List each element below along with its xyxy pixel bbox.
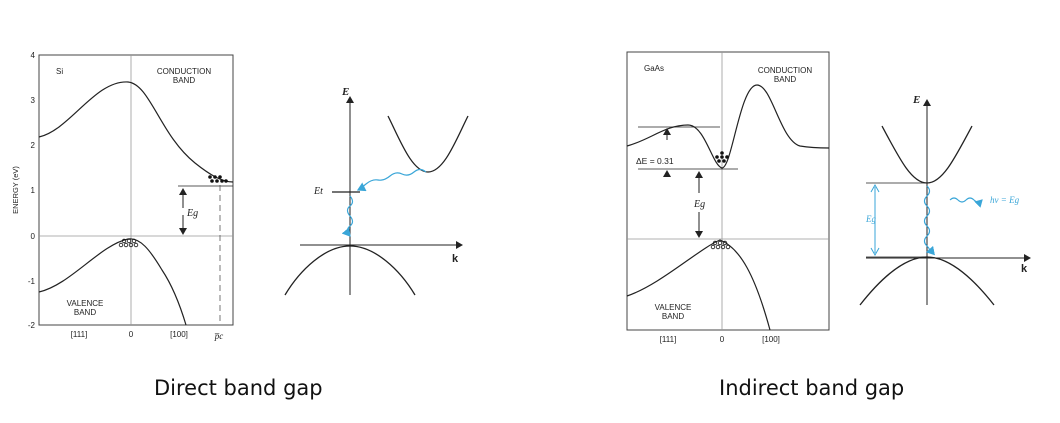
si-y-axis-label: ENERGY (eV) — [11, 166, 20, 214]
photon-label: hν = Eg — [990, 195, 1020, 205]
y-tick: 2 — [31, 141, 36, 150]
si-vb-label-2: BAND — [74, 308, 96, 317]
gaas-holes — [710, 240, 731, 250]
si-vb-label-1: VALENCE — [67, 299, 104, 308]
y-tick: 3 — [31, 96, 36, 105]
k-axis-label: k — [452, 253, 459, 265]
si-gap-label: Eg — [186, 208, 198, 219]
left-caption: Direct band gap — [154, 376, 323, 400]
direct-schematic: E k Et — [284, 86, 469, 296]
trap-level-label: Et — [313, 186, 323, 197]
gaas-electrons — [715, 151, 729, 163]
gaas-band-plot: ΔE = 0.31 Eg GaAs CONDUCTION BAND VALENC… — [626, 51, 830, 344]
si-cb-label-1: CONDUCTION — [157, 67, 211, 76]
y-tick: -1 — [28, 277, 36, 286]
gaas-conduction-curve — [626, 84, 830, 169]
photon-wavy-arrow — [949, 197, 983, 208]
e-axis-label: E — [341, 86, 349, 98]
si-y-ticks: 4 3 2 1 0 -1 -2 — [28, 51, 36, 330]
x-tick: [100] — [170, 330, 188, 339]
y-tick: -2 — [28, 321, 36, 330]
si-electrons — [208, 175, 228, 183]
gaas-material-label: GaAs — [644, 64, 664, 73]
gaas-delta-label: ΔE = 0.31 — [636, 156, 674, 166]
si-cb-label-2: BAND — [173, 76, 195, 85]
valence-parabola — [284, 245, 416, 296]
si-conduction-curve — [38, 81, 234, 183]
gaas-vb-label-1: VALENCE — [655, 303, 692, 312]
y-tick: 0 — [31, 232, 36, 241]
x-tick: [111] — [71, 330, 88, 339]
y-tick: 1 — [31, 186, 36, 195]
x-tick: [111] — [660, 335, 677, 344]
conduction-parabola — [387, 115, 469, 173]
x-tick: 0 — [720, 335, 725, 344]
x-tick: 0 — [129, 330, 134, 339]
recombination-wavy-arrow — [341, 195, 354, 237]
gaas-cb-label-1: CONDUCTION — [758, 66, 812, 75]
recombination-wavy-arrow — [923, 185, 936, 256]
si-band-plot: 4 3 2 1 0 -1 -2 ENERGY (eV) Eg Si C — [11, 51, 234, 341]
gaas-cb-label-2: BAND — [774, 75, 796, 84]
si-holes — [118, 238, 139, 248]
k-axis-label: k — [1021, 263, 1028, 275]
indirect-schematic: E k Eg hν = Eg — [859, 94, 1031, 306]
gap-arrowhead-down — [870, 247, 880, 257]
gaas-vb-label-2: BAND — [662, 312, 684, 321]
gaas-plot-frame — [626, 51, 830, 331]
si-material-label: Si — [56, 67, 63, 76]
schematic-gap-label: Eg — [865, 214, 876, 224]
si-pc-label: p̅c — [214, 331, 224, 341]
gap-arrowhead-up — [870, 183, 880, 193]
gaas-gap-label: Eg — [693, 199, 705, 210]
right-caption: Indirect band gap — [719, 376, 905, 400]
x-tick: [100] — [762, 335, 780, 344]
capture-wavy-arrow — [356, 168, 427, 192]
e-axis-label: E — [912, 94, 920, 106]
y-tick: 4 — [31, 51, 36, 60]
gaas-valence-curve — [626, 239, 771, 331]
si-valence-curve — [38, 238, 187, 326]
si-plot-frame — [38, 54, 234, 326]
